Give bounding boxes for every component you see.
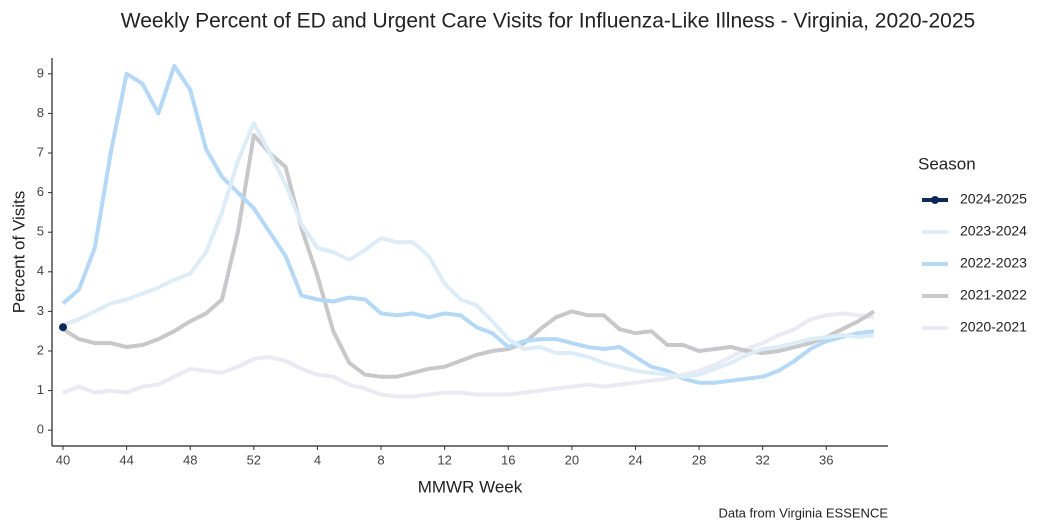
series-line (61, 133, 876, 379)
series-point (59, 323, 67, 332)
series-line (62, 311, 875, 399)
x-tick-label: 44 (119, 452, 133, 467)
x-tick-label: 52 (247, 452, 261, 467)
x-axis-label: MMWR Week (418, 477, 523, 496)
x-tick-label: 24 (628, 452, 642, 467)
legend-label: 2020-2021 (960, 319, 1027, 335)
series-line (62, 121, 875, 379)
y-tick-label: 0 (37, 422, 44, 437)
legend-label: 2024-2025 (960, 191, 1027, 207)
y-axis-label: Percent of Visits (9, 191, 28, 314)
chart-title: Weekly Percent of ED and Urgent Care Vis… (121, 10, 975, 33)
legend-title: Season (918, 154, 976, 173)
caption: Data from Virginia ESSENCE (718, 505, 888, 520)
x-tick-label: 4 (314, 452, 321, 467)
y-tick-label: 1 (37, 382, 44, 397)
x-tick-label: 16 (501, 452, 515, 467)
x-tick-label: 40 (56, 452, 70, 467)
y-tick-label: 5 (37, 224, 44, 239)
y-tick-label: 7 (37, 144, 44, 159)
legend-label: 2021-2022 (960, 287, 1027, 303)
x-tick-label: 12 (437, 452, 451, 467)
x-tick-label: 48 (183, 452, 197, 467)
x-tick-label: 20 (565, 452, 579, 467)
y-tick-label: 3 (37, 303, 44, 318)
x-tick-label: 8 (377, 452, 384, 467)
x-tick-label: 28 (692, 452, 706, 467)
y-tick-label: 4 (37, 263, 44, 278)
series-line (61, 63, 875, 385)
legend-marker (931, 196, 939, 204)
x-tick-label: 36 (819, 452, 833, 467)
legend-label: 2023-2024 (960, 223, 1027, 239)
legend-label: 2022-2023 (960, 255, 1027, 271)
x-tick-label: 32 (755, 452, 769, 467)
y-tick-label: 8 (37, 105, 44, 120)
y-tick-label: 2 (37, 342, 44, 357)
y-tick-label: 9 (37, 65, 44, 80)
y-tick-label: 6 (37, 184, 44, 199)
